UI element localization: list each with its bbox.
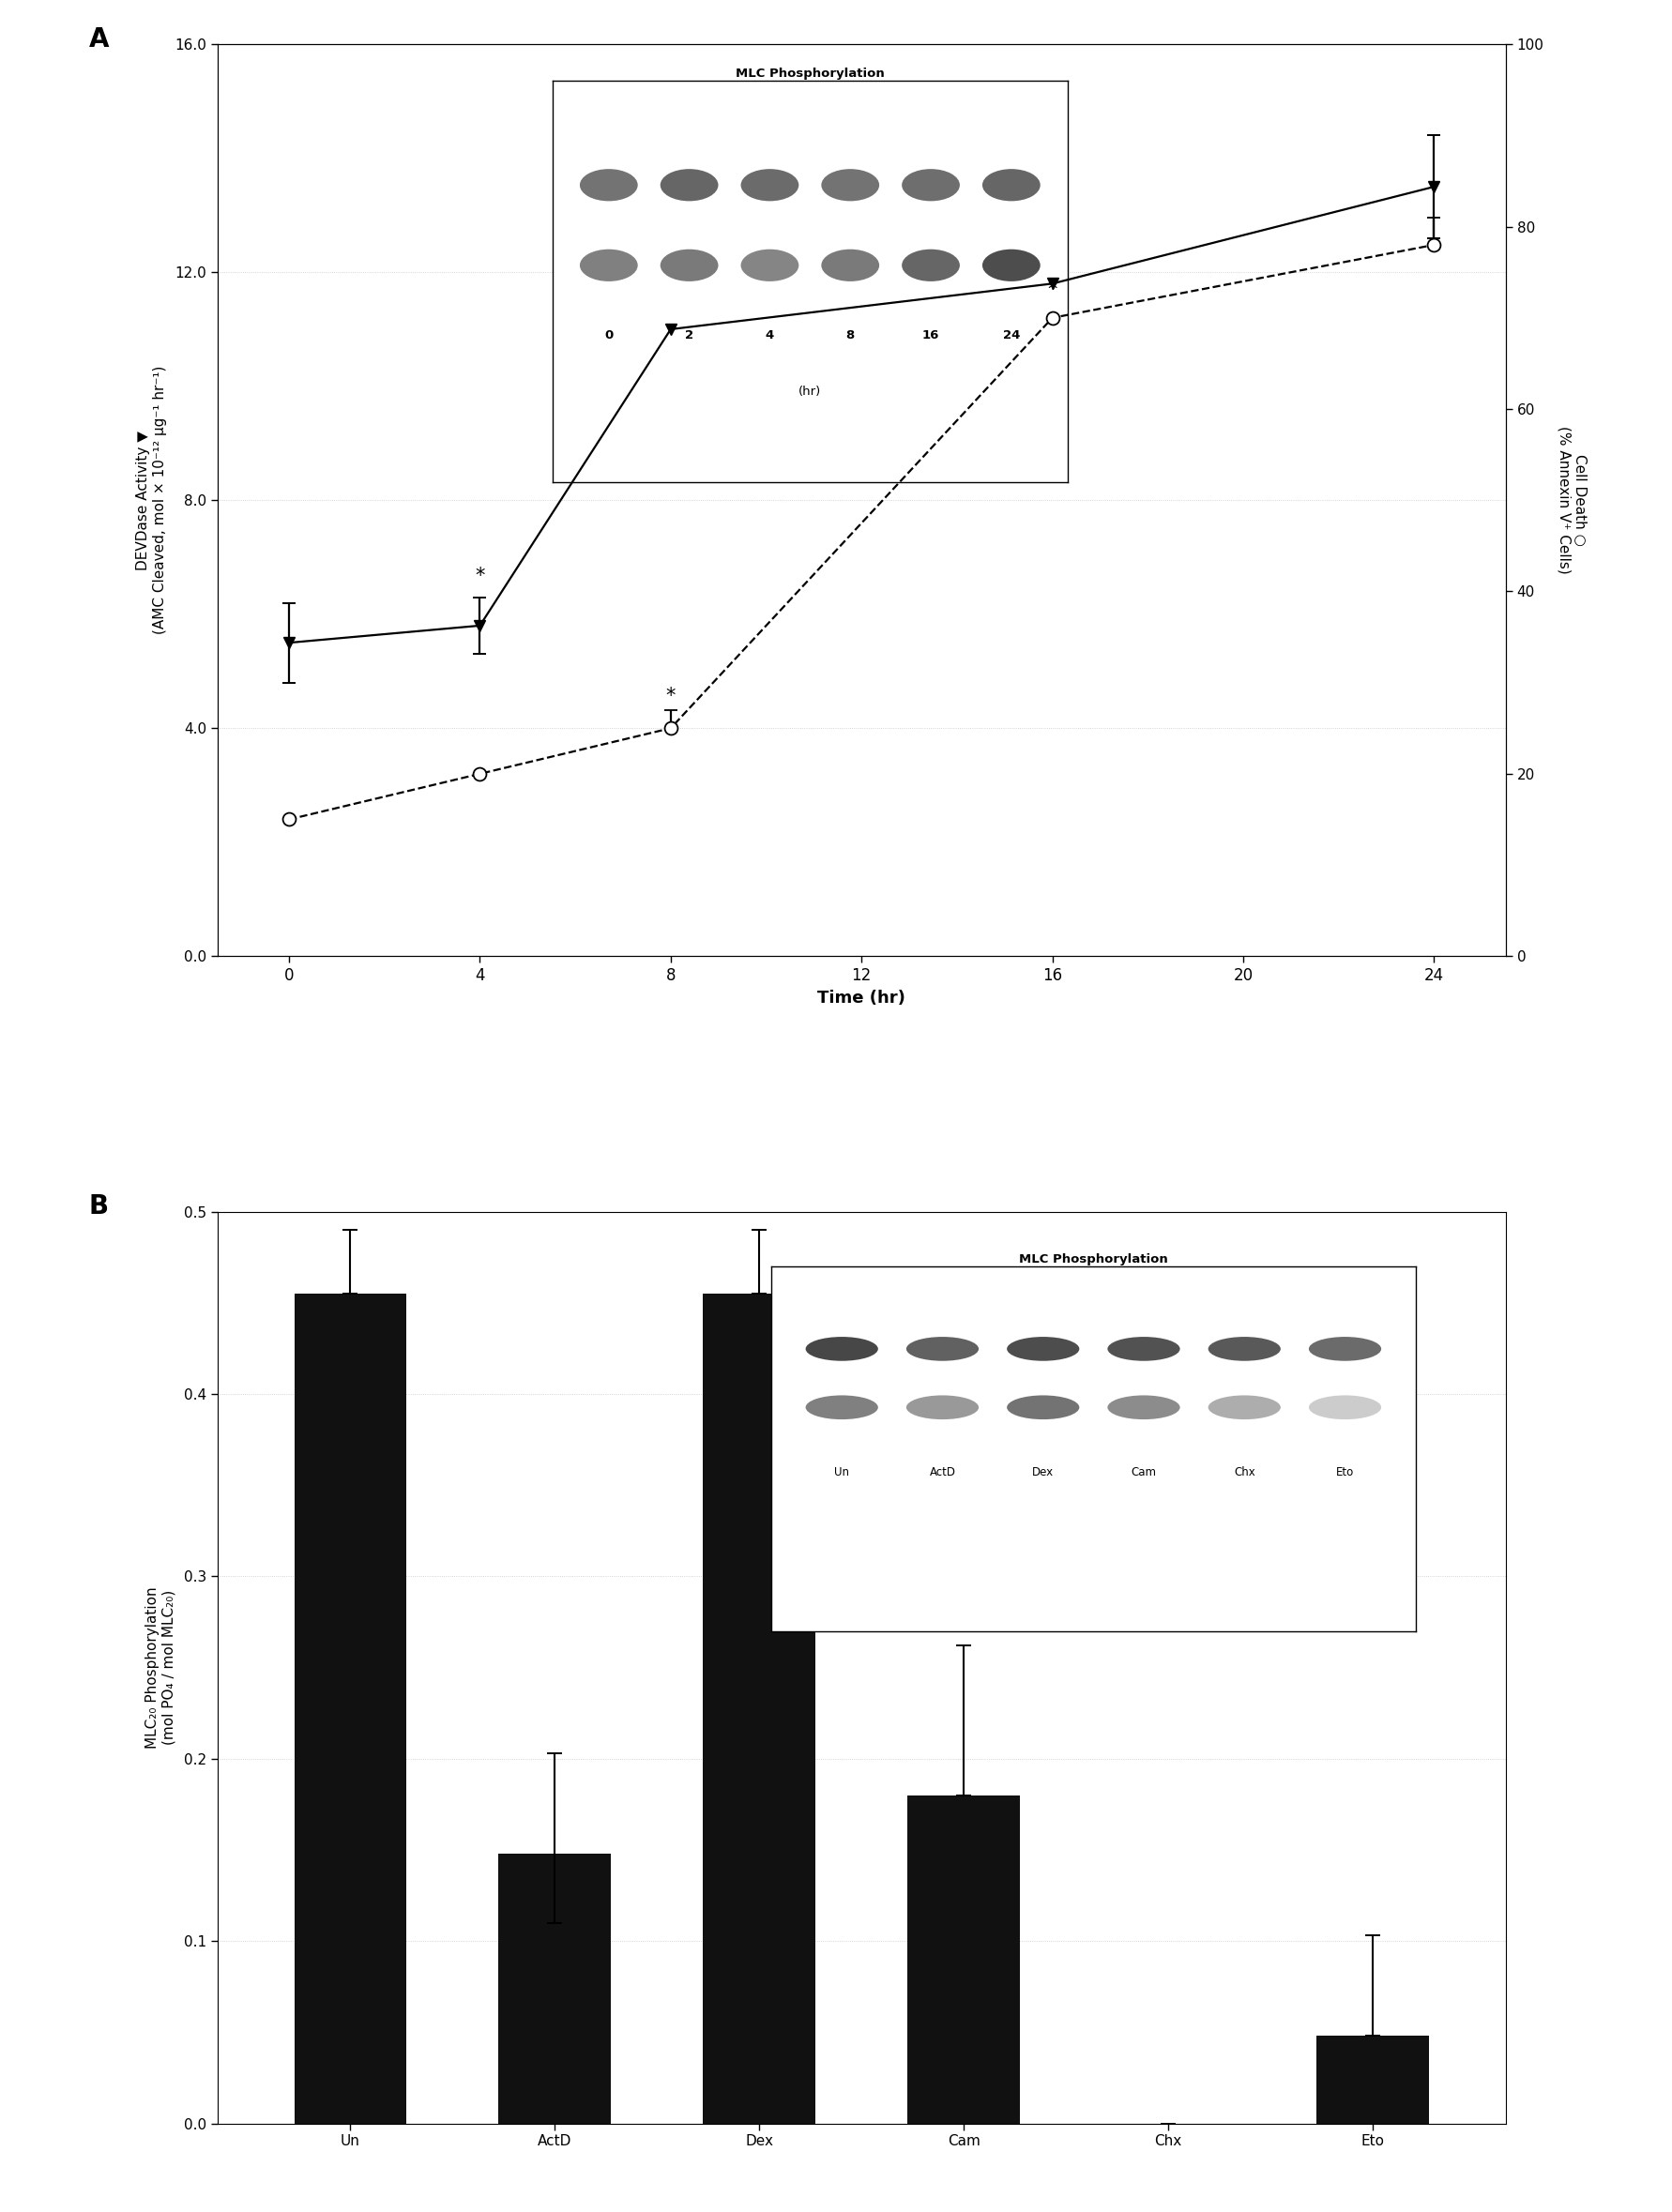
Text: *: * (665, 276, 675, 294)
Bar (702, 1294, 816, 2124)
Bar (294, 1294, 406, 2124)
Text: *: * (1047, 281, 1057, 299)
Text: A: A (89, 27, 109, 53)
Text: B: B (89, 1192, 109, 1219)
Bar (1316, 2035, 1428, 2124)
Text: *: * (475, 566, 485, 586)
X-axis label: Time (hr): Time (hr) (818, 989, 905, 1006)
Text: *: * (665, 686, 675, 706)
Y-axis label: Cell Death ○
(% Annexin V⁺ Cells): Cell Death ○ (% Annexin V⁺ Cells) (1557, 427, 1587, 575)
Y-axis label: DEVDase Activity ▼
(AMC Cleaved, mol × 10⁻¹² μg⁻¹ hr⁻¹): DEVDase Activity ▼ (AMC Cleaved, mol × 1… (137, 365, 167, 635)
Bar (908, 1796, 1020, 2124)
Y-axis label: MLC₂₀ Phosphorylation
(mol PO₄ / mol MLC₂₀): MLC₂₀ Phosphorylation (mol PO₄ / mol MLC… (145, 1586, 176, 1747)
Bar (498, 1854, 610, 2124)
